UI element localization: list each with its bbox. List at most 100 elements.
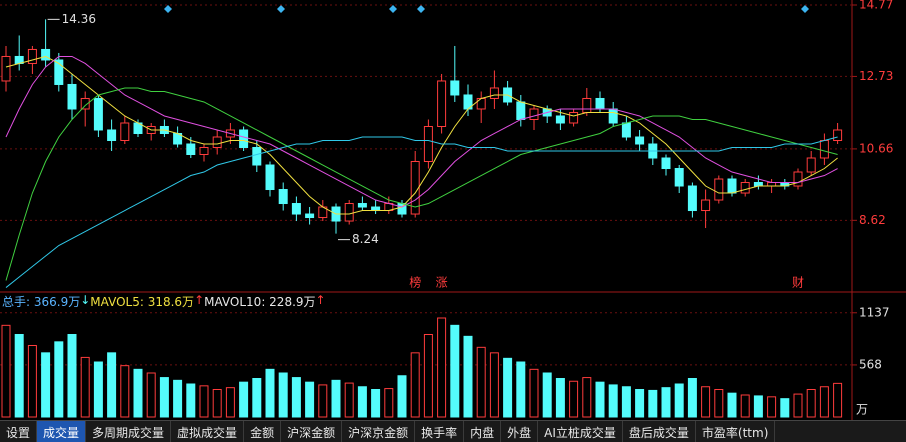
volume-bar (14, 334, 24, 418)
y-tick-label: 14.77 (859, 0, 893, 12)
volume-bar (595, 381, 605, 418)
y-tick-label: 10.66 (859, 141, 893, 155)
candle-body (767, 182, 777, 187)
volume-bar (661, 387, 671, 418)
tab[interactable]: 金额 (244, 421, 282, 442)
candle-body (516, 101, 526, 120)
volume-bar (740, 394, 750, 418)
volume-bar (701, 386, 711, 418)
tab[interactable]: AI立桩成交量 (538, 421, 623, 442)
candle-body (120, 122, 130, 141)
volume-bar (305, 381, 315, 418)
candle-body (291, 203, 301, 215)
volume-bar (173, 379, 183, 418)
candle-body (714, 178, 724, 201)
volume-bar (503, 357, 513, 418)
candle-body (489, 87, 499, 99)
volume-bar (212, 389, 222, 418)
tab[interactable]: 外盘 (501, 421, 539, 442)
volume-bar (516, 361, 526, 418)
tab[interactable]: 市盈率(ttm) (696, 421, 776, 442)
volume-header: 总手: 366.9万 ↓ MAVOL5: 318.6万 ↑ MAVOL10: 228.9… (2, 293, 326, 309)
candle-body (357, 203, 367, 208)
volume-bar (318, 384, 328, 418)
tab[interactable]: 沪深金额 (281, 421, 343, 442)
candle-body (595, 97, 605, 110)
volume-bar (331, 379, 341, 418)
volume-bar (80, 356, 90, 418)
candle-body (793, 171, 803, 187)
y-tick-label: 8.62 (859, 213, 886, 227)
candle-body (199, 147, 209, 156)
volume-bar (371, 389, 381, 418)
volume-bar (727, 392, 737, 418)
volume-bar (225, 387, 235, 418)
volume-bar (806, 389, 816, 418)
candle-body (555, 115, 565, 124)
candle-body (54, 59, 64, 85)
candle-body (239, 129, 249, 148)
candle-body (674, 168, 684, 187)
volume-bar (582, 377, 592, 418)
candle-body (278, 189, 288, 205)
candle-body (608, 108, 618, 124)
volume-bar (793, 393, 803, 418)
event-label: 榜 (409, 275, 421, 290)
candle-body (621, 122, 631, 138)
volume-bar (27, 345, 37, 418)
volume-bar (199, 385, 209, 418)
candle-body (450, 80, 460, 96)
volume-header-item: MAVOL5: 318.6万 (90, 295, 195, 309)
marker (164, 5, 172, 13)
y-tick-label: 568 (859, 357, 882, 371)
candle-body (67, 83, 77, 110)
volume-bar (397, 375, 407, 418)
candle-body (265, 164, 275, 191)
tab[interactable]: 虚拟成交量 (171, 421, 245, 442)
volume-bar (476, 346, 486, 418)
volume-bar (1, 324, 11, 418)
ma-line (5, 136, 838, 288)
y-tick-label: 1137 (859, 305, 890, 319)
candle-body (687, 185, 697, 212)
tab[interactable]: 换手率 (415, 421, 465, 442)
volume-bar (133, 368, 143, 418)
candle-body (819, 139, 829, 159)
candle-body (41, 48, 51, 61)
candle-body (661, 157, 671, 170)
volume-bar (463, 335, 473, 418)
volume-bar (357, 386, 367, 418)
tab[interactable]: 内盘 (464, 421, 502, 442)
marker (801, 5, 809, 13)
volume-unit: 万 (856, 403, 868, 417)
candle-body (212, 136, 222, 148)
ma-line (5, 55, 838, 208)
volume-bar (621, 386, 631, 418)
volume-bar (384, 388, 394, 418)
tab[interactable]: 设置 (0, 421, 38, 442)
candle-body (305, 213, 315, 219)
tab[interactable]: 成交量 (37, 421, 87, 442)
volume-bar (674, 383, 684, 418)
event-label: 财 (792, 276, 804, 290)
ma-line (5, 55, 838, 215)
volume-bar (278, 372, 288, 418)
candle-body (740, 182, 750, 194)
candle-body (93, 97, 103, 131)
candle-body (833, 129, 843, 141)
candle-body (582, 97, 592, 113)
candle-body (371, 206, 381, 212)
tab[interactable]: 沪深京金额 (342, 421, 416, 442)
candle-body (1, 55, 11, 82)
volume-bar (146, 372, 156, 418)
candle-body (635, 136, 645, 145)
volume-header-item: 总手: 366.9万 (2, 295, 81, 309)
candle-body (437, 80, 447, 127)
volume-bar (635, 389, 645, 418)
volume-bar (555, 378, 565, 418)
tab[interactable]: 多周期成交量 (86, 421, 172, 442)
tab[interactable]: 盘后成交量 (623, 421, 696, 442)
volume-bar (239, 381, 249, 418)
candle-body (569, 111, 579, 124)
